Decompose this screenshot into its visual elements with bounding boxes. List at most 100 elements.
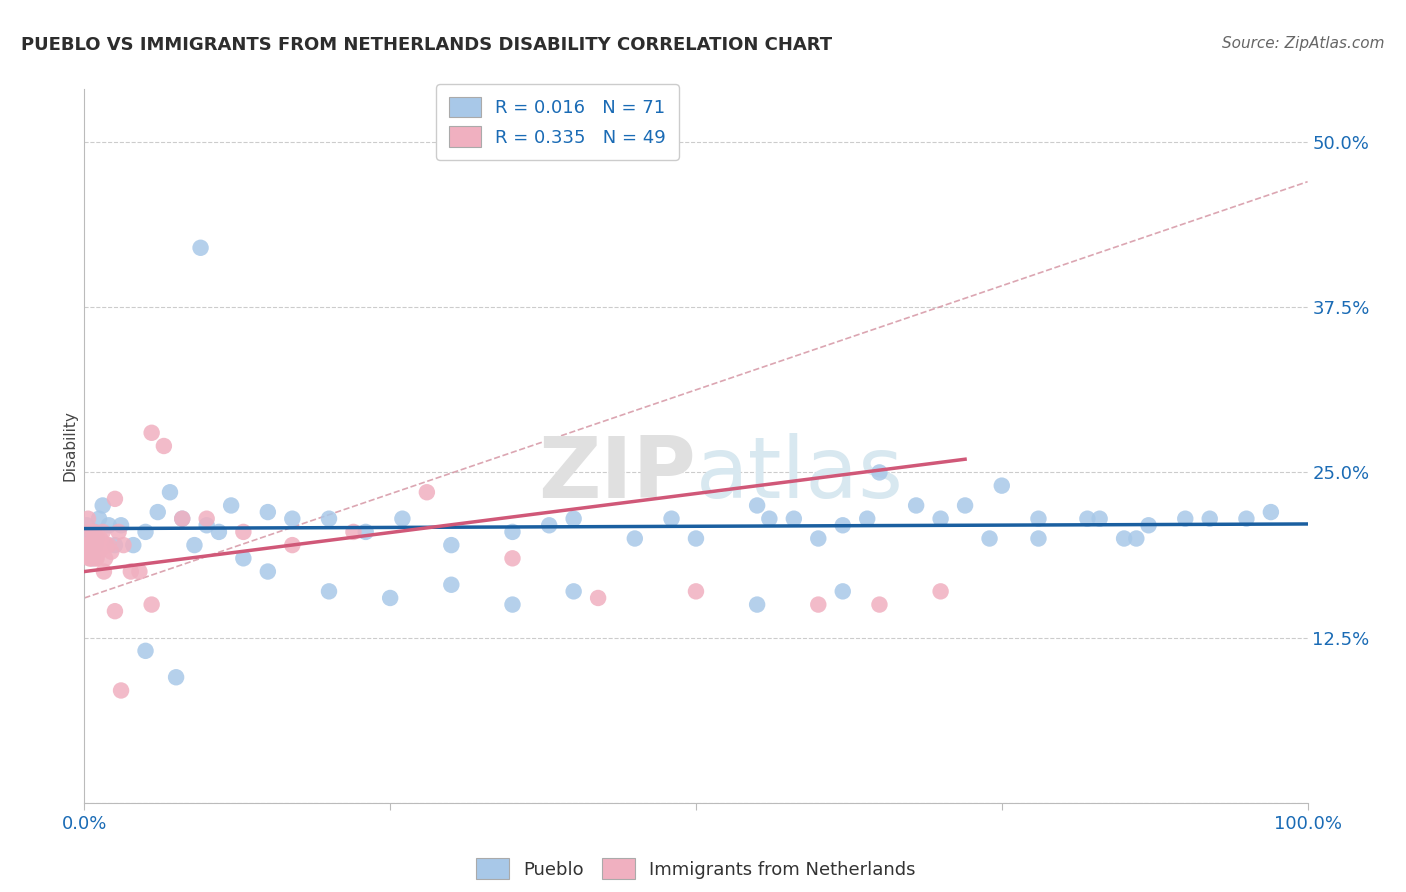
Point xyxy=(318,511,340,525)
Point xyxy=(84,538,107,552)
Point xyxy=(562,511,585,525)
Point xyxy=(281,538,304,552)
Point xyxy=(104,604,127,618)
Point xyxy=(79,551,101,566)
Point xyxy=(80,551,103,566)
Point xyxy=(831,584,853,599)
Point xyxy=(84,538,107,552)
Point xyxy=(87,532,110,546)
Point xyxy=(79,538,101,552)
Point xyxy=(104,491,127,506)
Point xyxy=(586,591,609,605)
Point xyxy=(807,598,830,612)
Point xyxy=(354,524,377,539)
Text: Source: ZipAtlas.com: Source: ZipAtlas.com xyxy=(1222,36,1385,51)
Point xyxy=(195,518,218,533)
Point xyxy=(856,511,879,525)
Point xyxy=(232,524,254,539)
Point xyxy=(758,511,780,525)
Point xyxy=(190,241,212,255)
Point xyxy=(783,511,806,525)
Point xyxy=(77,511,100,525)
Point xyxy=(86,532,108,546)
Point xyxy=(1088,511,1111,525)
Point xyxy=(107,524,129,539)
Point xyxy=(84,551,107,566)
Point xyxy=(624,532,647,546)
Point xyxy=(257,565,280,579)
Point xyxy=(122,538,145,552)
Point xyxy=(86,532,108,546)
Point xyxy=(96,538,118,552)
Point xyxy=(89,532,111,546)
Point xyxy=(869,598,891,612)
Point xyxy=(1114,532,1136,546)
Point xyxy=(685,532,707,546)
Point xyxy=(661,511,683,525)
Point xyxy=(135,644,157,658)
Point xyxy=(146,505,169,519)
Point xyxy=(257,505,280,519)
Point xyxy=(869,466,891,480)
Text: PUEBLO VS IMMIGRANTS FROM NETHERLANDS DISABILITY CORRELATION CHART: PUEBLO VS IMMIGRANTS FROM NETHERLANDS DI… xyxy=(21,36,832,54)
Point xyxy=(232,551,254,566)
Point xyxy=(135,524,157,539)
Point xyxy=(82,538,104,552)
Point xyxy=(86,551,108,566)
Point xyxy=(97,518,120,533)
Point xyxy=(120,565,142,579)
Point xyxy=(165,670,187,684)
Point xyxy=(685,584,707,599)
Point xyxy=(562,584,585,599)
Point xyxy=(75,524,97,539)
Point xyxy=(91,524,114,539)
Point xyxy=(502,551,524,566)
Point xyxy=(153,439,176,453)
Point xyxy=(77,538,100,552)
Point xyxy=(391,511,413,525)
Point xyxy=(112,538,135,552)
Point xyxy=(82,551,104,566)
Point xyxy=(75,538,97,552)
Point xyxy=(281,511,304,525)
Point xyxy=(172,511,194,525)
Point xyxy=(905,499,928,513)
Point xyxy=(440,538,463,552)
Point xyxy=(77,538,100,552)
Y-axis label: Disability: Disability xyxy=(62,410,77,482)
Point xyxy=(991,478,1014,492)
Point xyxy=(440,578,463,592)
Point xyxy=(83,538,105,552)
Point xyxy=(831,518,853,533)
Point xyxy=(141,425,163,440)
Point xyxy=(110,518,132,533)
Point xyxy=(82,524,104,539)
Point xyxy=(1076,511,1098,525)
Point xyxy=(807,532,830,546)
Point xyxy=(380,591,402,605)
Point xyxy=(1137,518,1160,533)
Point xyxy=(208,524,231,539)
Point xyxy=(94,551,117,566)
Point xyxy=(87,511,110,525)
Legend: Pueblo, Immigrants from Netherlands: Pueblo, Immigrants from Netherlands xyxy=(470,851,922,887)
Text: atlas: atlas xyxy=(696,433,904,516)
Point xyxy=(318,584,340,599)
Point xyxy=(1028,532,1050,546)
Point xyxy=(110,683,132,698)
Point xyxy=(747,499,769,513)
Point xyxy=(1198,511,1220,525)
Point xyxy=(953,499,976,513)
Point xyxy=(90,538,112,552)
Point xyxy=(929,584,952,599)
Point xyxy=(77,524,100,539)
Point xyxy=(87,545,110,559)
Point xyxy=(1174,511,1197,525)
Point xyxy=(1260,505,1282,519)
Point xyxy=(502,524,524,539)
Point xyxy=(93,565,115,579)
Point xyxy=(1236,511,1258,525)
Point xyxy=(183,538,205,552)
Point xyxy=(342,524,364,539)
Point xyxy=(538,518,561,533)
